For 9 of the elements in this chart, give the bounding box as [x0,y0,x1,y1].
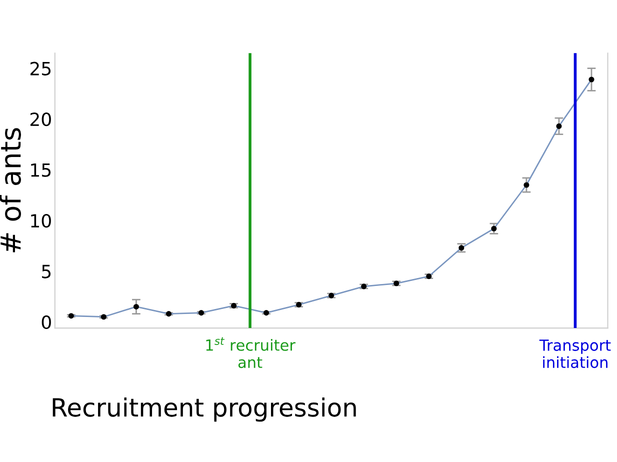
y-tick-label: 15 [31,163,51,177]
y-tick-label: 20 [30,112,51,126]
y-tick-label: 5 [42,264,51,278]
text: 1$^{st}$ recruiter ant [206,337,296,368]
y-tick-label: 10 [31,214,51,228]
x-axis-title: Recruitment progression [52,397,356,422]
text: Transport initiation [539,340,611,368]
y-tick-label: 0 [42,315,51,330]
y-tick-label: 25 [30,62,51,76]
